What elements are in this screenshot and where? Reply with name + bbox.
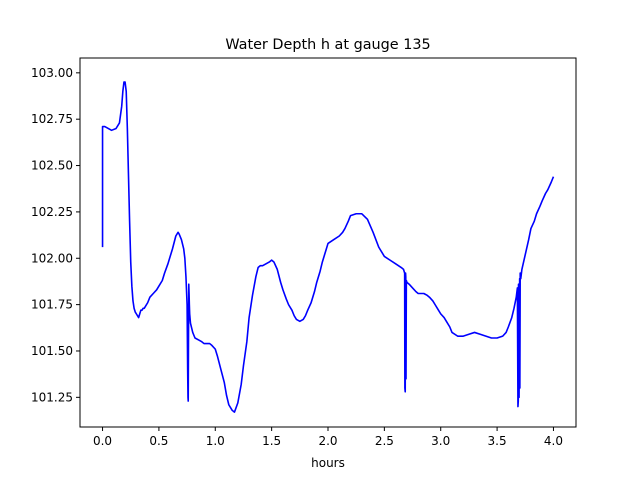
x-tick-label: 3.5: [488, 434, 507, 448]
y-tick-label: 101.50: [31, 344, 73, 358]
x-axis: 0.0 0.5 1.0 1.5 2.0 2.5 3.0 3.5 4.0: [93, 427, 563, 448]
y-tick-label: 101.25: [31, 390, 73, 404]
x-tick-label: 3.0: [431, 434, 450, 448]
y-tick-label: 103.00: [31, 66, 73, 80]
x-tick-label: 0.0: [93, 434, 112, 448]
y-tick-label: 102.75: [31, 112, 73, 126]
series-line-0: [101, 81, 555, 413]
plot-area: [101, 81, 555, 413]
x-tick-label: 1.5: [262, 434, 281, 448]
x-tick-label: 2.5: [375, 434, 394, 448]
x-tick-label: 1.0: [206, 434, 225, 448]
axes-frame: [79, 57, 577, 428]
x-axis-label: hours: [311, 456, 345, 470]
chart-title: Water Depth h at gauge 135: [225, 37, 430, 53]
x-tick-label: 0.5: [149, 434, 168, 448]
x-tick-label: 2.0: [318, 434, 337, 448]
y-tick-label: 102.50: [31, 159, 73, 173]
y-tick-label: 102.00: [31, 251, 73, 265]
y-tick-label: 102.25: [31, 205, 73, 219]
y-axis: 101.25 101.50 101.75 102.00 102.25 102.50 102.…: [31, 66, 80, 404]
x-tick-label: 4.0: [544, 434, 563, 448]
y-tick-label: 101.75: [31, 298, 73, 312]
